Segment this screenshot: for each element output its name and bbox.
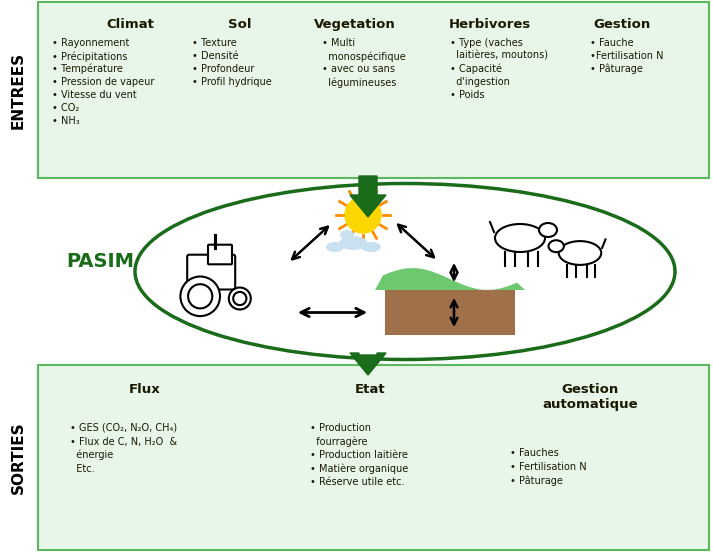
Text: • Production laitière: • Production laitière: [310, 450, 408, 460]
Text: Vegetation: Vegetation: [314, 18, 396, 31]
Ellipse shape: [559, 241, 601, 265]
Ellipse shape: [135, 183, 675, 359]
Text: monospécifique: monospécifique: [322, 51, 406, 61]
Text: Etc.: Etc.: [70, 464, 95, 474]
Text: • Multi: • Multi: [322, 38, 355, 48]
Text: SORTIES: SORTIES: [11, 421, 26, 494]
Text: Climat: Climat: [106, 18, 154, 31]
FancyBboxPatch shape: [38, 2, 709, 178]
Circle shape: [233, 292, 247, 305]
Circle shape: [180, 277, 220, 316]
Text: Gestion: Gestion: [593, 18, 651, 31]
Text: • GES (CO₂, N₂O, CH₄): • GES (CO₂, N₂O, CH₄): [70, 423, 177, 433]
Text: légumineuses: légumineuses: [322, 77, 396, 88]
Polygon shape: [350, 353, 386, 375]
Text: • Densité: • Densité: [192, 51, 239, 61]
Text: • Flux de C, N, H₂O  &: • Flux de C, N, H₂O &: [70, 437, 177, 447]
Text: Herbivores: Herbivores: [449, 18, 531, 31]
Text: • Type (vaches: • Type (vaches: [450, 38, 523, 48]
Text: ENTREES: ENTREES: [11, 51, 26, 129]
Text: Sol: Sol: [228, 18, 252, 31]
Text: laitières, moutons): laitières, moutons): [450, 51, 548, 61]
Text: énergie: énergie: [70, 450, 113, 460]
Text: • Fertilisation N: • Fertilisation N: [510, 461, 587, 471]
Ellipse shape: [539, 223, 557, 237]
Text: • Précipitations: • Précipitations: [52, 51, 128, 61]
Text: • Profil hydrique: • Profil hydrique: [192, 77, 272, 87]
Text: • Température: • Température: [52, 64, 123, 75]
Ellipse shape: [361, 242, 381, 252]
Ellipse shape: [340, 230, 354, 240]
Text: •Fertilisation N: •Fertilisation N: [590, 51, 664, 61]
Text: • avec ou sans: • avec ou sans: [322, 64, 395, 74]
FancyBboxPatch shape: [208, 245, 232, 264]
Circle shape: [229, 288, 251, 310]
Text: • Pression de vapeur: • Pression de vapeur: [52, 77, 155, 87]
Text: PASIM: PASIM: [66, 252, 134, 271]
Circle shape: [188, 284, 212, 309]
Ellipse shape: [548, 240, 564, 252]
FancyBboxPatch shape: [385, 290, 515, 335]
Text: • Production: • Production: [310, 423, 371, 433]
Text: • NH₃: • NH₃: [52, 116, 80, 126]
Text: • Fauches: • Fauches: [510, 448, 559, 458]
Text: • Pâturage: • Pâturage: [590, 64, 643, 75]
Polygon shape: [375, 268, 525, 290]
Text: • Rayonnement: • Rayonnement: [52, 38, 129, 48]
Text: Flux: Flux: [129, 383, 161, 396]
FancyBboxPatch shape: [38, 365, 709, 550]
FancyBboxPatch shape: [188, 254, 235, 289]
Ellipse shape: [339, 236, 367, 250]
Ellipse shape: [495, 224, 545, 252]
Text: • Poids: • Poids: [450, 90, 485, 100]
Text: • Pâturage: • Pâturage: [510, 475, 563, 486]
Text: d'ingestion: d'ingestion: [450, 77, 510, 87]
Ellipse shape: [326, 242, 344, 252]
Circle shape: [345, 197, 381, 233]
Text: • CO₂: • CO₂: [52, 103, 79, 113]
Text: • Profondeur: • Profondeur: [192, 64, 255, 74]
Text: fourragère: fourragère: [310, 437, 367, 447]
Text: • Vitesse du vent: • Vitesse du vent: [52, 90, 137, 100]
Polygon shape: [350, 176, 386, 217]
Text: Etat: Etat: [354, 383, 385, 396]
Text: • Fauche: • Fauche: [590, 38, 634, 48]
Text: • Réserve utile etc.: • Réserve utile etc.: [310, 477, 404, 487]
Text: • Matière organique: • Matière organique: [310, 464, 409, 474]
Text: Gestion
automatique: Gestion automatique: [542, 383, 638, 411]
Text: • Texture: • Texture: [192, 38, 237, 48]
Text: • Capacité: • Capacité: [450, 64, 502, 75]
